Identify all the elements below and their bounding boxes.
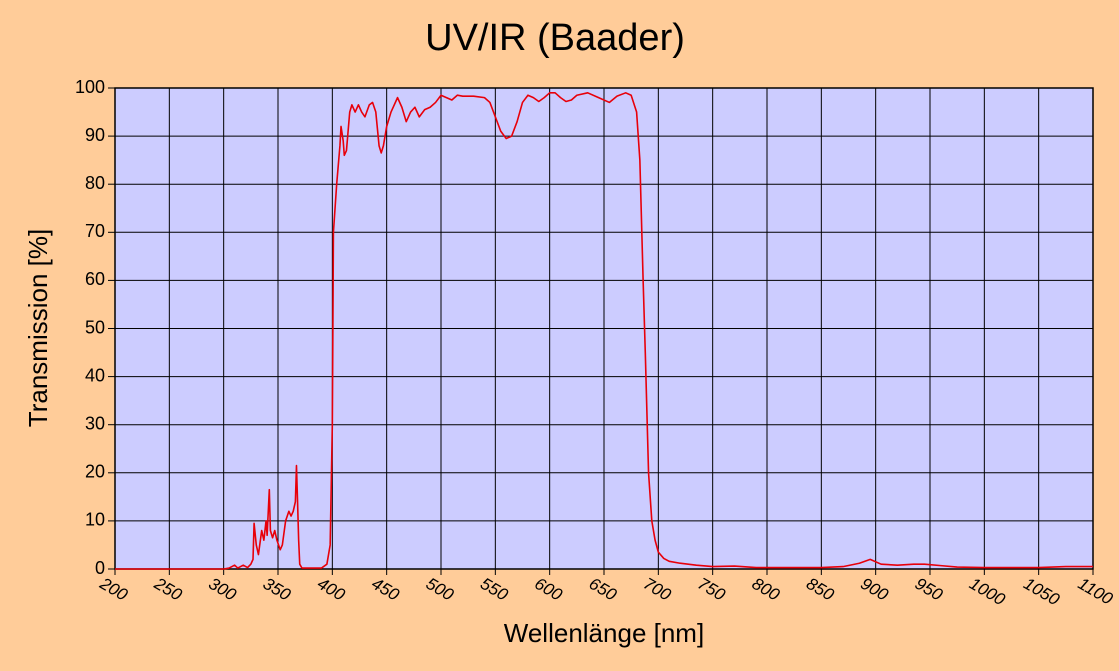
plot-border: [114, 87, 1094, 570]
x-tick-label: 300: [205, 574, 240, 605]
y-tick-label: 20: [85, 462, 105, 482]
x-tick-label: 400: [314, 574, 349, 605]
chart-title: UV/IR (Baader): [425, 17, 685, 59]
x-tick-label: 450: [368, 574, 403, 605]
x-tick-label: 600: [531, 574, 566, 605]
x-tick-label: 250: [150, 573, 185, 604]
x-tick-label: 550: [477, 574, 512, 605]
x-tick-label: 950: [912, 574, 947, 605]
x-tick-label: 1100: [1075, 574, 1117, 609]
y-axis-label: Transmission [%]: [23, 229, 53, 427]
x-tick-label: 1050: [1020, 574, 1063, 610]
x-tick-label: 200: [96, 573, 131, 604]
y-tick-label: 10: [85, 510, 105, 530]
x-tick-label: 850: [803, 574, 838, 605]
y-tick-label: 60: [85, 269, 105, 289]
x-tick-label: 350: [260, 574, 295, 605]
x-tick-label: 500: [423, 574, 458, 605]
data-line: [115, 92, 1093, 570]
y-tick-label: 90: [85, 125, 105, 145]
y-tick-label: 50: [85, 317, 105, 337]
x-tick-label: 650: [586, 574, 621, 605]
x-tick-label: 700: [640, 574, 675, 605]
x-tick-label: 900: [857, 574, 892, 605]
x-tick-label: 750: [694, 574, 729, 605]
x-axis-label: Wellenlänge [nm]: [504, 618, 704, 648]
x-tick-label: 1000: [966, 574, 1009, 610]
y-tick-label: 80: [85, 173, 105, 193]
y-tick-label: 70: [85, 221, 105, 241]
y-tick-label: 100: [75, 77, 105, 97]
y-tick-label: 30: [85, 413, 105, 433]
y-tick-label: 0: [95, 558, 105, 578]
x-tick-label: 800: [749, 574, 784, 605]
y-tick-label: 40: [85, 365, 105, 385]
